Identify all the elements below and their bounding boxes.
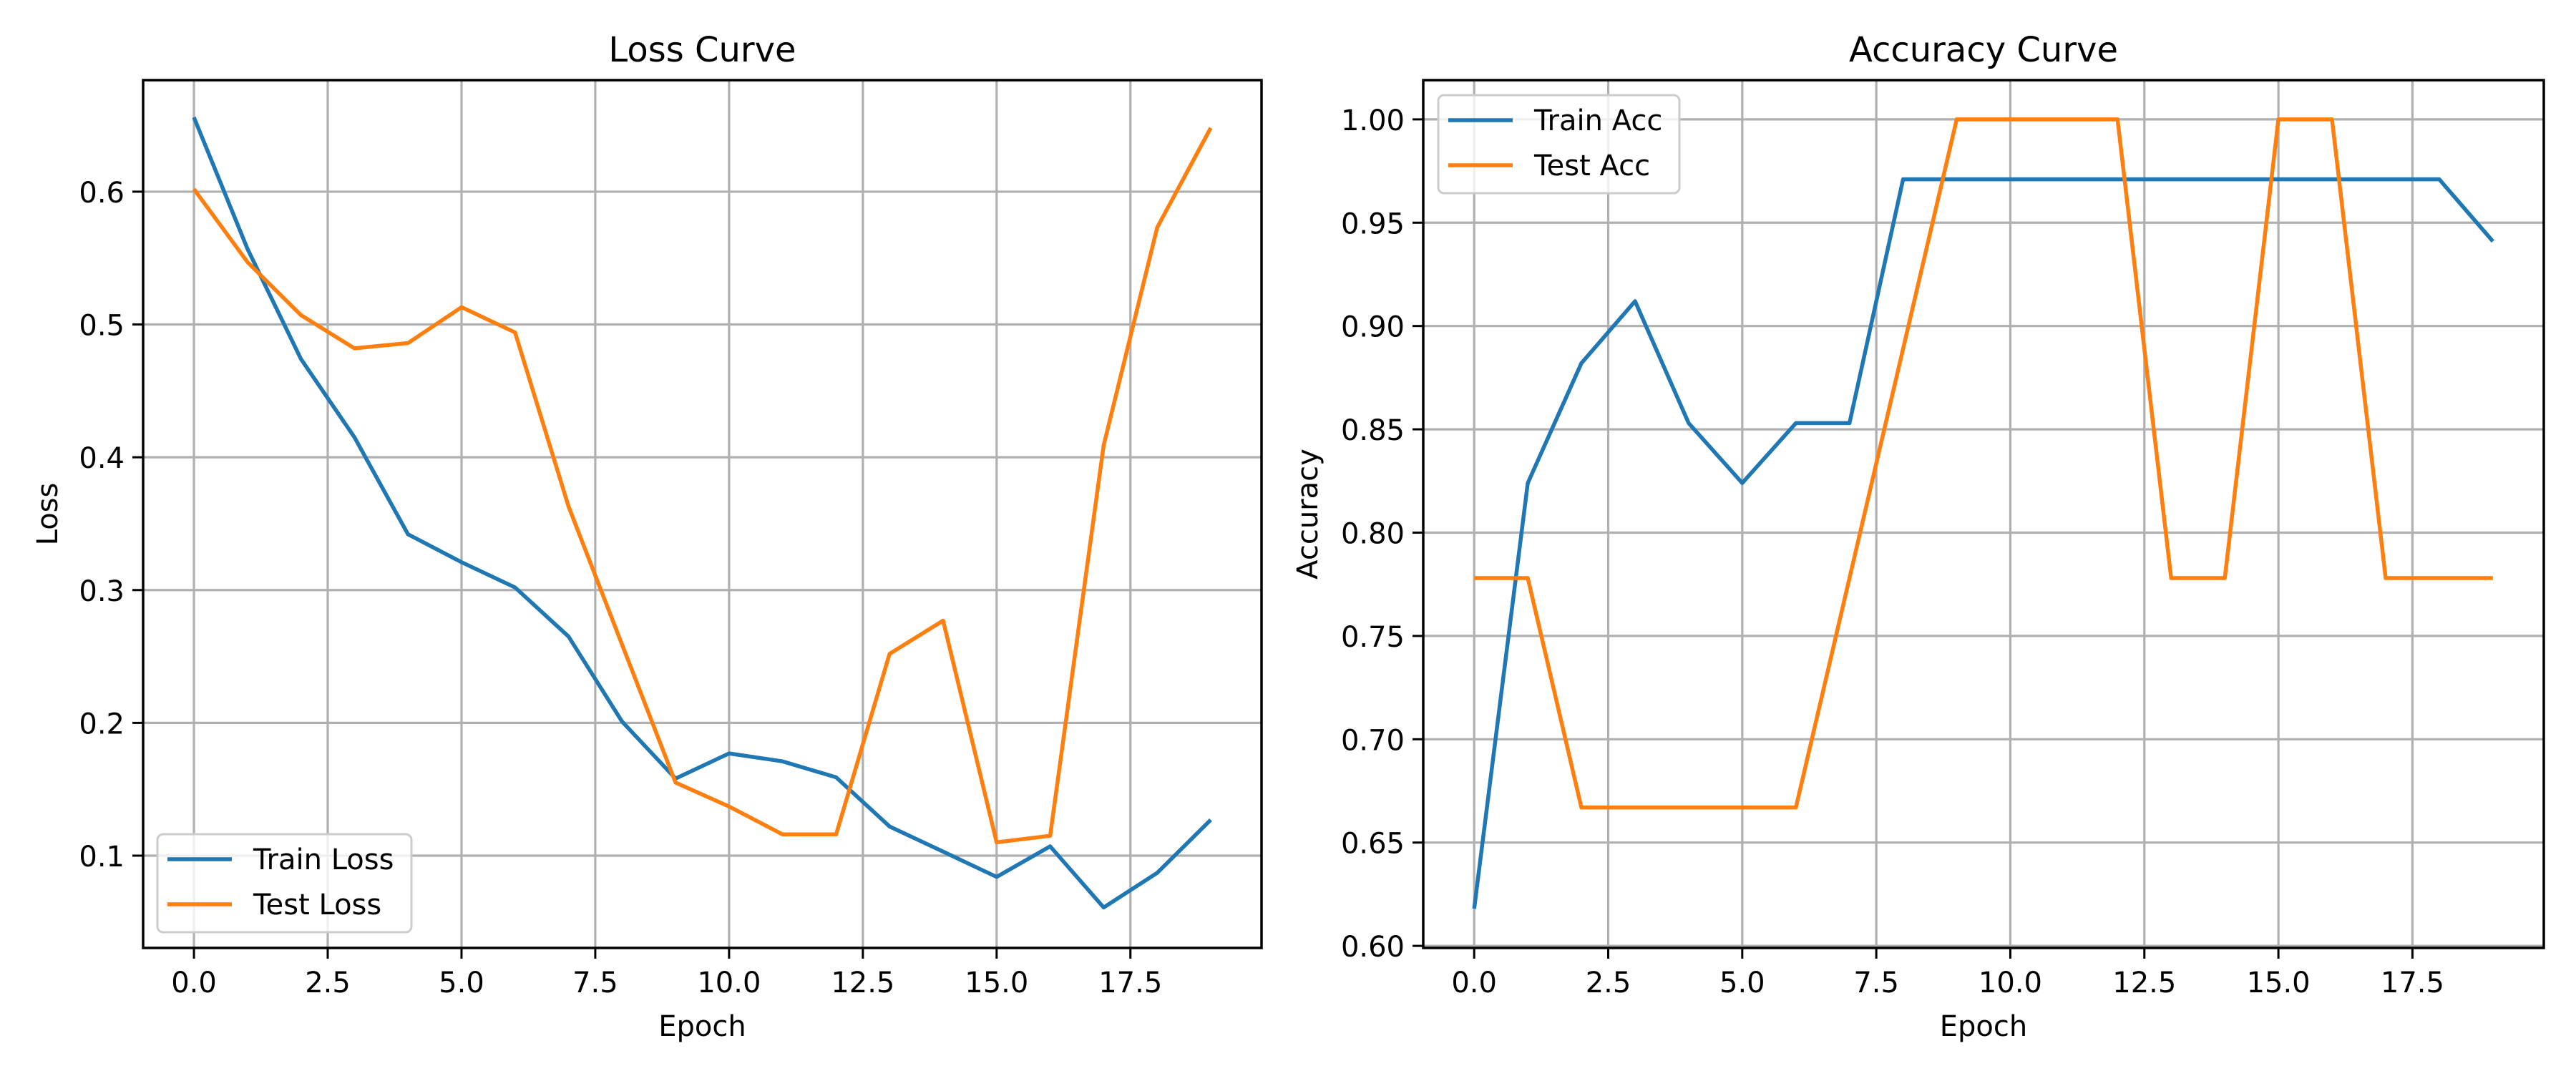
loss-plot-area <box>143 80 1262 948</box>
train-acc-line <box>1472 177 2494 909</box>
x-tick-label: 12.5 <box>2112 967 2176 999</box>
x-tick-label: 15.0 <box>965 967 1028 999</box>
x-tick-label: 12.5 <box>831 967 894 999</box>
x-tick-label: 15.0 <box>2247 967 2311 999</box>
train-loss-legend-label: Train Loss <box>253 843 394 876</box>
accuracy-axes-frame <box>1422 79 2545 949</box>
x-tick-label: 7.5 <box>572 967 618 999</box>
loss-y-axis-label: Loss <box>31 483 64 546</box>
accuracy-x-axis-label: Epoch <box>1940 1010 2027 1043</box>
y-tick-label: 1.00 <box>1341 104 1405 137</box>
y-tick-label: 0.4 <box>79 442 125 475</box>
y-tick-label: 0.80 <box>1341 517 1405 550</box>
loss-chart-title: Loss Curve <box>608 30 796 70</box>
accuracy-lines <box>1472 117 2494 909</box>
y-tick-label: 0.65 <box>1341 828 1405 861</box>
x-tick-label: 7.5 <box>1853 967 1899 999</box>
x-tick-label: 5.0 <box>439 967 484 999</box>
x-tick-label: 17.5 <box>2381 967 2444 999</box>
y-tick-label: 0.1 <box>79 841 125 874</box>
accuracy-plot-area <box>1423 80 2544 948</box>
accuracy-legend: Train Acc Test Acc <box>1437 94 1681 195</box>
y-tick-label: 0.60 <box>1341 931 1405 964</box>
y-tick-label: 0.75 <box>1341 621 1405 654</box>
loss-ticks: 0.0 2.5 5.0 7.5 10.0 12.5 15.0 17.5 0.1 0.2 0.3 0.4… <box>79 177 1162 999</box>
x-tick-label: 10.0 <box>1979 967 2042 999</box>
test-acc-line <box>1474 117 2493 810</box>
x-tick-label: 2.5 <box>305 967 351 999</box>
x-tick-label: 17.5 <box>1098 967 1162 999</box>
y-tick-label: 0.70 <box>1341 724 1405 757</box>
y-tick-label: 0.85 <box>1341 414 1405 447</box>
train-acc-legend-label: Train Acc <box>1533 104 1662 137</box>
train-loss-line <box>192 116 1212 910</box>
accuracy-chart-title: Accuracy Curve <box>1849 30 2118 70</box>
y-tick-label: 0.3 <box>79 575 125 608</box>
loss-x-axis-label: Epoch <box>658 1010 746 1043</box>
test-loss-line <box>192 127 1213 845</box>
y-tick-label: 0.95 <box>1341 207 1405 240</box>
test-loss-legend-label: Test Loss <box>253 889 381 921</box>
loss-legend: Train Loss Test Loss <box>156 833 413 934</box>
accuracy-chart: 0.0 2.5 5.0 7.5 10.0 12.5 15.0 17.5 0.60 0.65 0.70… <box>1292 30 2545 1043</box>
y-tick-label: 0.2 <box>79 708 125 740</box>
y-tick-label: 0.6 <box>79 177 125 210</box>
x-tick-label: 2.5 <box>1586 967 1631 999</box>
y-tick-label: 0.5 <box>79 310 125 343</box>
x-tick-label: 5.0 <box>1719 967 1765 999</box>
accuracy-y-axis-label: Accuracy <box>1292 449 1324 579</box>
x-tick-label: 0.0 <box>171 967 217 999</box>
test-acc-legend-label: Test Acc <box>1533 150 1650 182</box>
y-tick-label: 0.90 <box>1341 311 1405 344</box>
loss-axes-frame <box>142 79 1263 949</box>
x-tick-label: 10.0 <box>697 967 761 999</box>
loss-lines <box>192 116 1213 910</box>
loss-chart: 0.0 2.5 5.0 7.5 10.0 12.5 15.0 17.5 0.1 0.2 0.3 0.4… <box>31 30 1263 1043</box>
accuracy-ticks: 0.0 2.5 5.0 7.5 10.0 12.5 15.0 17.5 0.60 0.65 0.70… <box>1341 104 2444 999</box>
x-tick-label: 0.0 <box>1451 967 1497 999</box>
